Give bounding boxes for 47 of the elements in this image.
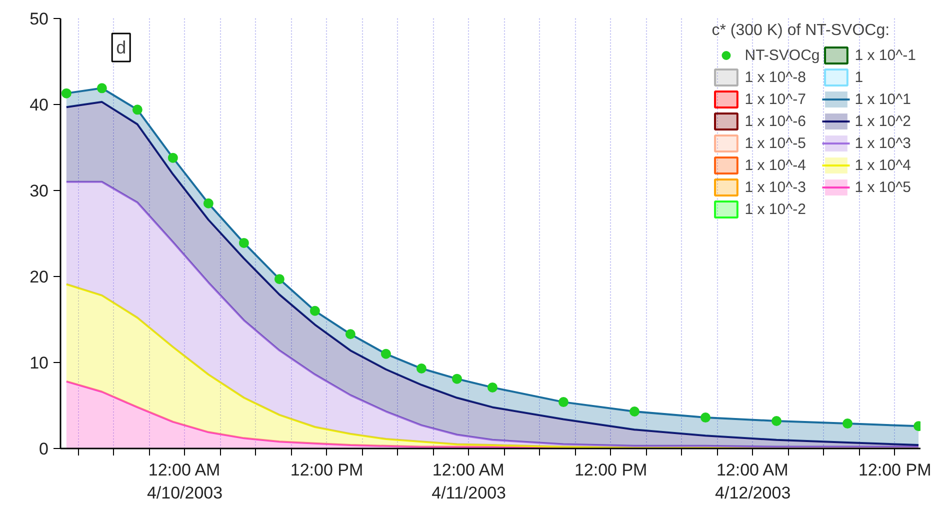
point [132, 104, 142, 115]
x-tick-label: 12:00 AM 4/11/2003 [432, 460, 506, 502]
legend-label: 1 x 10^-1 [854, 46, 916, 64]
point [629, 406, 640, 417]
legend-label: 1 x 10^4 [854, 156, 911, 174]
point [61, 88, 72, 98]
y-tick-label: 50 [30, 10, 49, 28]
point [416, 364, 426, 374]
y-tick-label: 0 [39, 440, 49, 458]
y-tick-label: 20 [30, 268, 49, 286]
legend-label: 1 x 10^-4 [744, 156, 806, 174]
point [487, 382, 498, 392]
x-tick-label: 12:00 AM 4/10/2003 [146, 460, 223, 502]
point [310, 306, 320, 316]
y-tick-label: 30 [30, 182, 49, 200]
point [558, 397, 568, 408]
x-tick-label: 12:00 PM [290, 460, 364, 480]
point [842, 418, 853, 429]
legend-label: 1 x 10^5 [854, 178, 911, 196]
point [203, 198, 214, 208]
x-tick-label: 12:00 PM [858, 460, 932, 480]
legend-label: 1 x 10^-5 [744, 134, 806, 152]
point [168, 152, 178, 163]
x-tick-label: 12:00 AM 4/12/2003 [715, 460, 791, 502]
point [345, 329, 356, 340]
legend-label: 1 x 10^-3 [744, 178, 806, 196]
legend-label: 1 x 10^1 [854, 90, 911, 108]
legend-label: 1 x 10^-6 [744, 112, 806, 130]
point [700, 412, 710, 423]
y-tick-label: 40 [30, 96, 49, 114]
legend-label: 1 x 10^3 [854, 134, 911, 152]
legend-label: 1 x 10^-8 [744, 68, 806, 86]
point [772, 416, 782, 426]
legend-label: NT-SVOCg [744, 46, 820, 64]
y-tick-label: 10 [30, 354, 49, 372]
annotation: d [116, 38, 126, 58]
point [452, 374, 462, 384]
x-tick-label: 12:00 PM [574, 460, 648, 480]
point [96, 83, 107, 94]
point [238, 238, 249, 248]
point [380, 348, 391, 359]
legend-title: c* (300 K) of NT-SVOCg: [712, 22, 891, 40]
legend-label: 1 [854, 68, 864, 86]
legend-label: 1 x 10^2 [854, 112, 911, 130]
point [274, 274, 284, 284]
legend-label: 1 x 10^-7 [744, 90, 806, 108]
legend-label: 1 x 10^-2 [744, 200, 806, 218]
